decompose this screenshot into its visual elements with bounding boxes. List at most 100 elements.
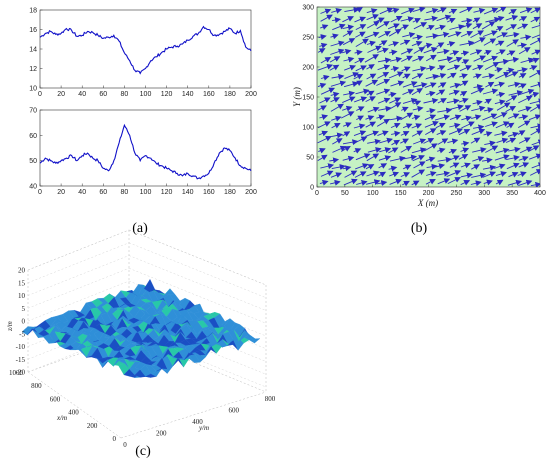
quiver-arrow	[506, 50, 516, 57]
quiver-arrow	[330, 172, 343, 178]
quiver-arrow	[329, 56, 341, 63]
quiver-arrow	[505, 14, 519, 21]
quiver-arrow	[434, 24, 446, 31]
quiver-arrow	[400, 131, 410, 137]
chart-c-surface	[21, 278, 261, 378]
quiver-arrow	[508, 113, 520, 119]
quiver-arrow	[423, 138, 435, 144]
quiver-arrow	[377, 47, 389, 54]
quiver-arrow	[366, 40, 376, 47]
quiver-arrow	[401, 7, 415, 15]
quiver-arrow	[531, 22, 540, 29]
x-tick-label: 150	[395, 190, 407, 197]
quiver-arrow	[400, 112, 414, 121]
quiver-arrow	[423, 42, 433, 49]
quiver-arrow	[343, 90, 356, 97]
quiver-arrow	[423, 97, 439, 104]
quiver-arrow	[494, 99, 506, 106]
quiver-arrow	[320, 163, 335, 170]
x-tick-label: 0	[113, 435, 117, 443]
quiver-arrow	[485, 121, 498, 128]
quiver-arrow	[355, 88, 370, 95]
quiver-arrow	[473, 83, 484, 90]
quiver-arrow	[461, 121, 475, 129]
quiver-arrow	[425, 90, 436, 97]
quiver-arrow	[377, 57, 392, 64]
y-tick-label: 16	[29, 27, 37, 34]
quiver-arrow	[366, 170, 380, 177]
quiver-arrow	[319, 114, 329, 121]
quiver-arrow	[402, 32, 416, 38]
quiver-arrow	[481, 157, 493, 164]
z-tick-label: 10	[18, 292, 26, 300]
chart-c-xlabel: x/m	[56, 414, 67, 422]
quiver-arrow	[459, 73, 468, 79]
quiver-arrow	[411, 180, 420, 187]
quiver-arrow	[390, 122, 401, 129]
quiver-arrow	[461, 115, 472, 122]
chart-b-xticks: 0 50 100 150 200 250 300 350 400	[315, 184, 546, 197]
quiver-arrow	[447, 138, 459, 145]
z-tick-label: -10	[16, 343, 26, 351]
quiver-arrow	[437, 56, 454, 62]
quiver-arrow	[413, 47, 426, 54]
quiver-arrow	[471, 164, 480, 170]
quiver-arrow	[518, 95, 533, 104]
quiver-arrow	[403, 164, 412, 171]
quiver-arrow	[505, 137, 517, 144]
quiver-arrow	[330, 33, 339, 40]
x-tick-label: 80	[121, 91, 129, 98]
quiver-arrow	[495, 179, 504, 186]
quiver-arrow	[495, 58, 510, 65]
z-tick-label: -20	[16, 369, 26, 377]
y-tick-label: 250	[302, 35, 314, 42]
x-tick-label: 160	[203, 91, 215, 98]
quiver-arrow	[424, 121, 439, 128]
quiver-arrow	[496, 32, 508, 38]
quiver-arrow	[376, 180, 388, 187]
quiver-arrow	[436, 42, 445, 48]
quiver-arrow	[330, 80, 347, 87]
x-tick-label: 60	[99, 91, 107, 98]
quiver-arrow	[472, 17, 481, 24]
y-tick-label: 300	[302, 5, 314, 12]
quiver-arrow	[506, 154, 520, 161]
quiver-arrow	[482, 113, 498, 121]
quiver-arrow	[343, 56, 355, 63]
quiver-arrow	[411, 88, 423, 96]
quiver-arrow	[378, 40, 388, 46]
quiver-arrow	[495, 121, 510, 129]
quiver-arrow	[505, 106, 517, 113]
chart-a-top-yticks: 10 12 14 16 18	[29, 8, 43, 93]
quiver-arrow	[459, 105, 472, 112]
quiver-arrow	[355, 7, 363, 13]
quiver-arrow	[461, 17, 473, 24]
quiver-arrow	[446, 98, 460, 105]
quiver-arrow	[353, 74, 364, 80]
quiver-arrow	[354, 57, 365, 64]
chart-c-yticks: 0 200 400 600 800	[123, 395, 276, 449]
y-tick-label: 60	[29, 133, 37, 140]
quiver-arrow	[331, 8, 343, 14]
quiver-arrow	[317, 135, 332, 144]
quiver-arrow	[317, 63, 334, 71]
quiver-arrow	[331, 164, 346, 170]
z-tick-label: 20	[18, 267, 26, 275]
quiver-arrow	[353, 123, 366, 130]
quiver-arrow	[367, 138, 381, 145]
quiver-arrow	[518, 83, 527, 89]
quiver-arrow	[366, 8, 378, 14]
quiver-arrow	[413, 22, 428, 30]
quiver-arrow	[342, 155, 355, 162]
z-grid-line	[27, 255, 130, 296]
quiver-arrow	[353, 130, 367, 137]
x-tick-label: 100	[367, 190, 379, 197]
quiver-arrow	[365, 130, 380, 137]
z-tick-label: 5	[22, 305, 26, 313]
y-tick-label: 0	[310, 185, 314, 192]
quiver-arrow	[530, 16, 540, 23]
chart-c: -20 -15 -10 -5 0 5 10 15 20 0 200 400 600 800 1000 0 2…	[6, 229, 276, 449]
quiver-arrow	[518, 16, 528, 22]
y-tick-label: 150	[302, 95, 314, 102]
quiver-arrow	[449, 24, 465, 31]
